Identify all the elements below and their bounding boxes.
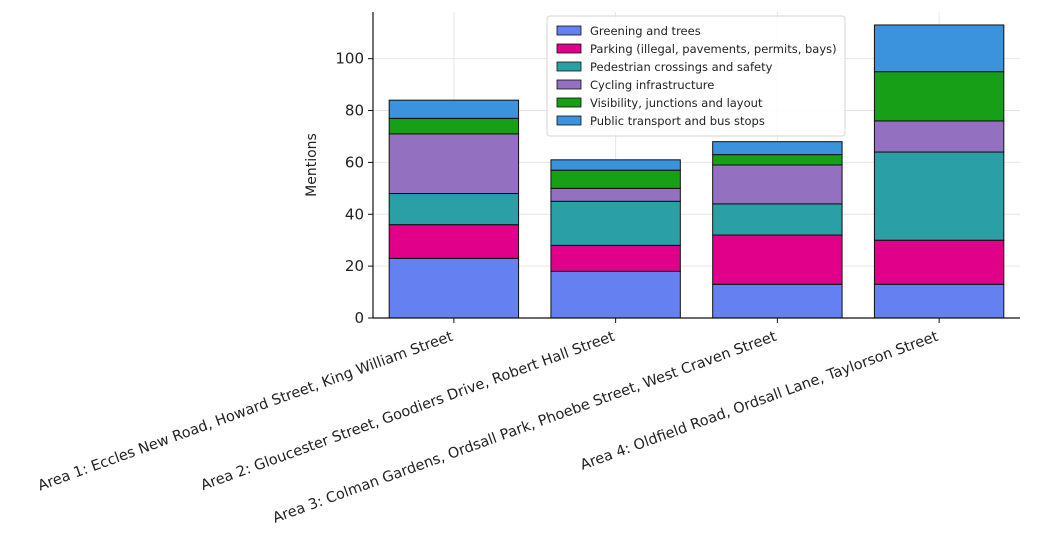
legend-entry: Parking (illegal, pavements, permits, ba… [590, 42, 837, 56]
y-tick-label: 40 [345, 205, 364, 223]
bar-segment [712, 234, 843, 285]
bar-segment [550, 159, 681, 171]
legend-entry: Public transport and bus stops [590, 114, 765, 128]
bar-segment [712, 164, 843, 205]
y-tick-label: 20 [345, 257, 364, 275]
legend-frame [546, 15, 846, 137]
bar-segment [388, 117, 520, 135]
y-tick-label: 60 [345, 153, 364, 171]
y-tick-label: 80 [345, 102, 364, 120]
legend-swatch [556, 97, 582, 108]
bar-segment [712, 154, 843, 166]
bar-segment [873, 120, 1005, 153]
axes [372, 12, 1020, 319]
legend: Greening and trees Parking (illegal, pave… [546, 15, 846, 137]
bars [388, 24, 1005, 319]
legend-entry: Visibility, junctions and layout [590, 96, 763, 110]
bar-segment [873, 24, 1005, 73]
bar-segment [388, 193, 520, 226]
legend-swatch [556, 43, 582, 54]
y-tick-label: 0 [354, 309, 364, 327]
legend-swatch [556, 61, 582, 72]
legend-entry: Greening and trees [590, 24, 701, 38]
legend-entry: Cycling infrastructure [590, 78, 714, 92]
bar-segment [550, 270, 681, 319]
bar-segment [388, 133, 520, 195]
x-tick-labels: Area 1: Eccles New Road, Howard Street, … [36, 318, 941, 527]
legend-swatch [556, 79, 582, 90]
legend-entry: Pedestrian crossings and safety [590, 60, 773, 74]
bar-segment [550, 244, 681, 272]
bar-segment [550, 187, 681, 202]
bar-segment [712, 283, 843, 319]
bar-segment [388, 257, 520, 319]
bar-segment [873, 239, 1005, 285]
bar-segment [873, 283, 1005, 319]
y-tick-labels: 0 20 40 60 80 100 [335, 50, 373, 327]
y-tick-label: 100 [335, 50, 364, 68]
bar-segment [712, 203, 843, 236]
bar-segment [873, 151, 1005, 241]
bar-segment [388, 224, 520, 259]
y-axis-label: Mentions [304, 133, 320, 197]
bar-segment [873, 71, 1005, 122]
bar-segment [712, 141, 843, 156]
legend-swatch [556, 115, 582, 126]
bar-segment [550, 200, 681, 246]
bar-segment [388, 99, 520, 119]
bar-segment [550, 169, 681, 189]
legend-swatch [556, 25, 582, 36]
